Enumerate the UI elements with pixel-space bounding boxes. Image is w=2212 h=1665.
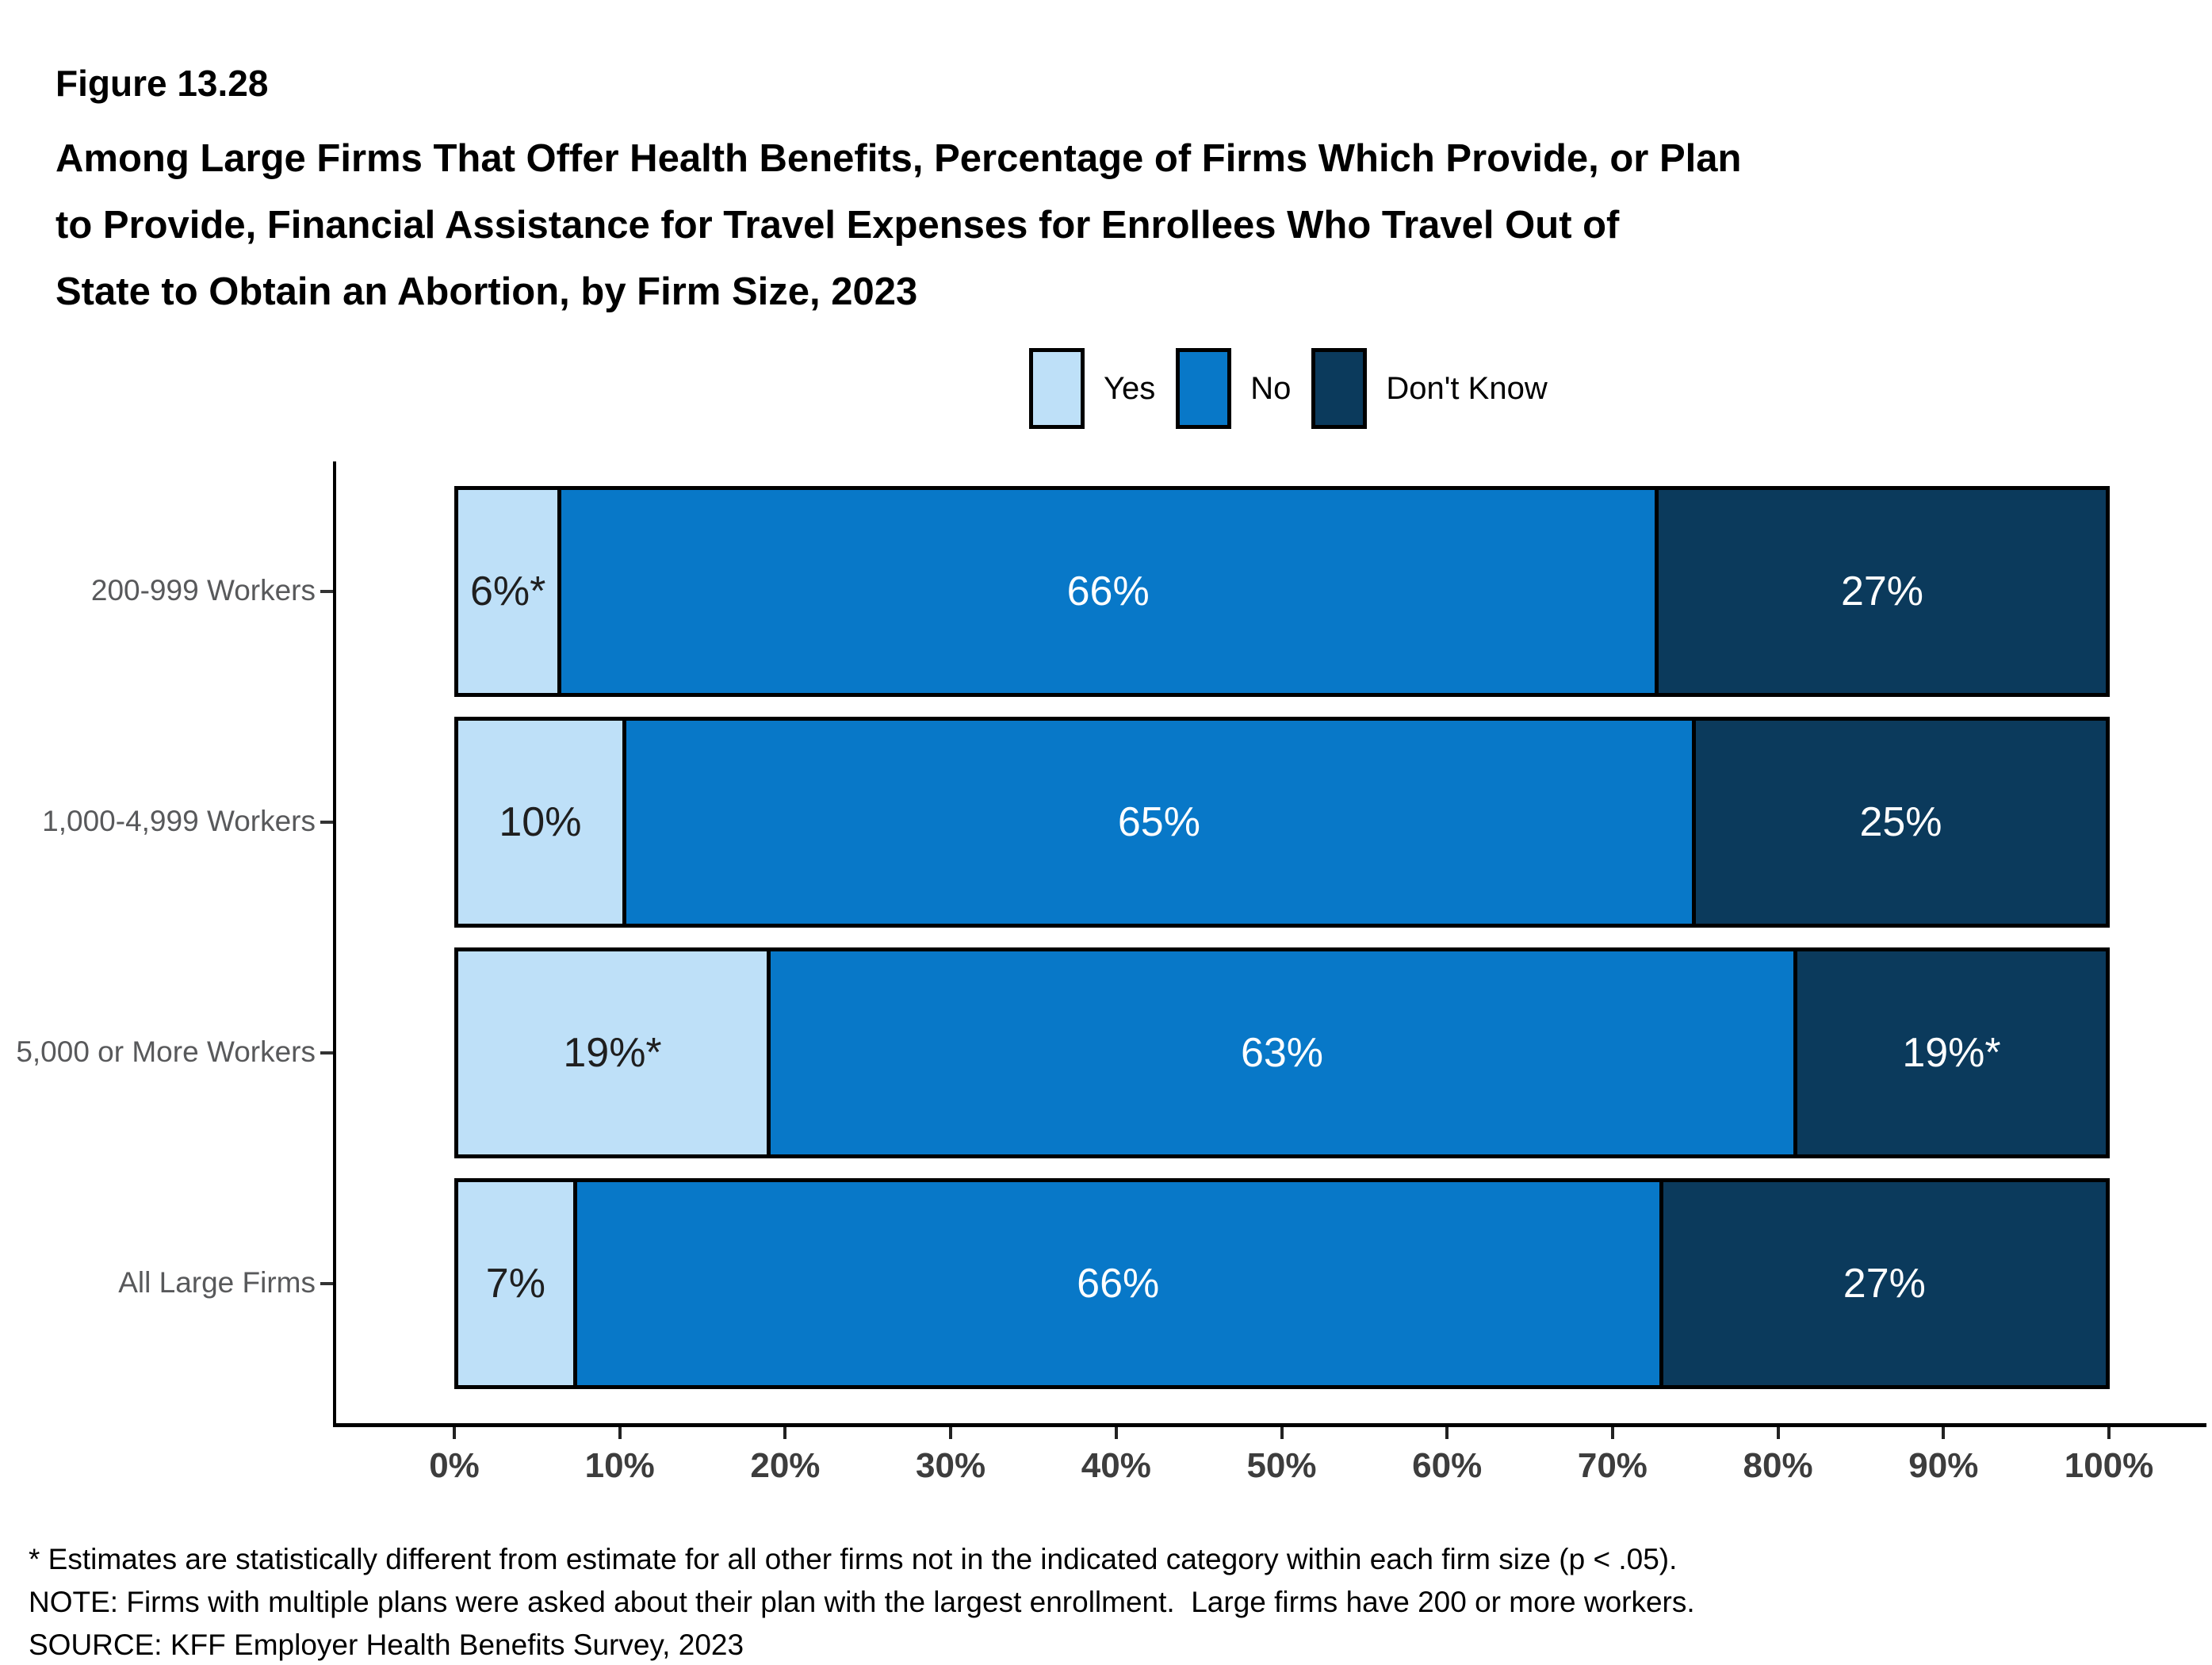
figure-number: Figure 13.28 (55, 63, 269, 104)
bar-segment-no: 65% (626, 721, 1696, 924)
bar-segment-no: 66% (561, 490, 1659, 693)
x-axis-tick-label: 0% (429, 1446, 480, 1485)
chart-title-line-2: to Provide, Financial Assistance for Tra… (55, 204, 1620, 247)
bar-value-label: 66% (1066, 568, 1150, 614)
x-axis-tick (618, 1427, 622, 1439)
x-axis-tick-label: 20% (750, 1446, 821, 1485)
x-axis-tick-label: 80% (1743, 1446, 1813, 1485)
bar-value-label: 27% (1840, 568, 1924, 614)
x-axis-tick-label: 10% (584, 1446, 655, 1485)
bar-row-200-999-workers: 6%* 66% 27% (454, 486, 2110, 697)
chart-title: Among Large Firms That Offer Health Bene… (55, 125, 2133, 325)
y-axis-label-200-999: 200-999 Workers (90, 574, 316, 607)
legend-swatch-dont-know (1311, 348, 1368, 429)
x-axis-tick (453, 1427, 456, 1439)
y-axis-tick (320, 590, 335, 593)
y-axis-tick (320, 1051, 335, 1054)
footnote-significance: * Estimates are statistically different … (29, 1543, 1678, 1575)
legend-label-no: No (1250, 370, 1292, 406)
bar-row-1000-4999-workers: 10% 65% 25% (454, 717, 2110, 928)
footnote-source: SOURCE: KFF Employer Health Benefits Sur… (29, 1629, 744, 1661)
bar-row-all-large-firms: 7% 66% 27% (454, 1178, 2110, 1389)
bar-segment-dont-know: 25% (1696, 721, 2106, 924)
x-axis-tick (1280, 1427, 1284, 1439)
x-axis-tick-label: 100% (2064, 1446, 2154, 1485)
legend-swatch-no (1176, 348, 1232, 429)
y-axis-label-all-large-firms: All Large Firms (118, 1266, 316, 1299)
bar-value-label: 66% (1077, 1261, 1160, 1307)
bar-value-label: 63% (1240, 1030, 1324, 1076)
legend-item-no: No (1176, 348, 1291, 429)
legend-swatch-yes (1029, 348, 1085, 429)
x-axis-tick (1114, 1427, 1118, 1439)
legend-label-dont-know: Don't Know (1386, 370, 1548, 406)
x-axis-tick-label: 50% (1246, 1446, 1317, 1485)
x-axis-tick (2107, 1427, 2111, 1439)
x-axis-tick (1942, 1427, 1946, 1439)
y-axis-line (333, 461, 336, 1426)
bar-segment-dont-know: 19%* (1797, 951, 2106, 1154)
bar-value-label: 6%* (469, 568, 546, 614)
y-axis-label-5000-plus: 5,000 or More Workers (16, 1035, 316, 1068)
legend-label-yes: Yes (1104, 370, 1156, 406)
bar-value-label: 27% (1843, 1261, 1926, 1307)
bar-segment-yes: 10% (458, 721, 626, 924)
x-axis-tick (1776, 1427, 1780, 1439)
x-axis-tick-labels: 0% 10% 20% 30% 40% 50% 60% 70% 80% 90% 1… (429, 1446, 2153, 1486)
x-axis-tick-label: 70% (1577, 1446, 1648, 1485)
bar-value-label: 25% (1859, 799, 1942, 845)
bar-segment-yes: 6%* (458, 490, 562, 693)
y-axis-tick (320, 821, 335, 824)
bar-segment-yes: 7% (458, 1182, 577, 1385)
bar-value-label: 10% (499, 799, 582, 845)
footnotes: * Estimates are statistically different … (29, 1538, 2169, 1665)
chart-title-line-3: State to Obtain an Abortion, by Firm Siz… (55, 270, 918, 313)
legend-item-dont-know: Don't Know (1311, 348, 1548, 429)
x-axis-tick (1610, 1427, 1614, 1439)
bar-value-label: 7% (485, 1261, 545, 1307)
legend-item-yes: Yes (1029, 348, 1155, 429)
y-axis-label-1000-4999: 1,000-4,999 Workers (42, 805, 316, 837)
bar-row-5000-or-more-workers: 19%* 63% 19%* (454, 947, 2110, 1158)
bar-value-label: 19%* (563, 1030, 662, 1076)
x-axis-tick (783, 1427, 787, 1439)
chart-title-line-1: Among Large Firms That Offer Health Bene… (55, 137, 1742, 180)
x-axis-tick-label: 90% (1908, 1446, 1979, 1485)
legend: Yes No Don't Know (1029, 347, 1548, 430)
x-axis-tick-label: 40% (1081, 1446, 1151, 1485)
bar-segment-no: 66% (576, 1182, 1663, 1385)
bar-segment-no: 63% (771, 951, 1797, 1154)
bar-segment-dont-know: 27% (1663, 1182, 2106, 1385)
bar-value-label: 65% (1117, 799, 1200, 845)
bar-value-label: 19%* (1902, 1030, 2001, 1076)
y-axis-tick (320, 1282, 335, 1285)
x-axis-line (333, 1423, 2206, 1427)
footnote-note: NOTE: Firms with multiple plans were ask… (29, 1586, 1695, 1618)
bar-segment-yes: 19%* (458, 951, 771, 1154)
x-axis-ticks (453, 1427, 2111, 1440)
x-axis-tick-label: 60% (1412, 1446, 1483, 1485)
x-axis-tick (1445, 1427, 1449, 1439)
x-axis-tick (949, 1427, 953, 1439)
bar-segment-dont-know: 27% (1659, 490, 2106, 693)
x-axis-tick-label: 30% (916, 1446, 986, 1485)
